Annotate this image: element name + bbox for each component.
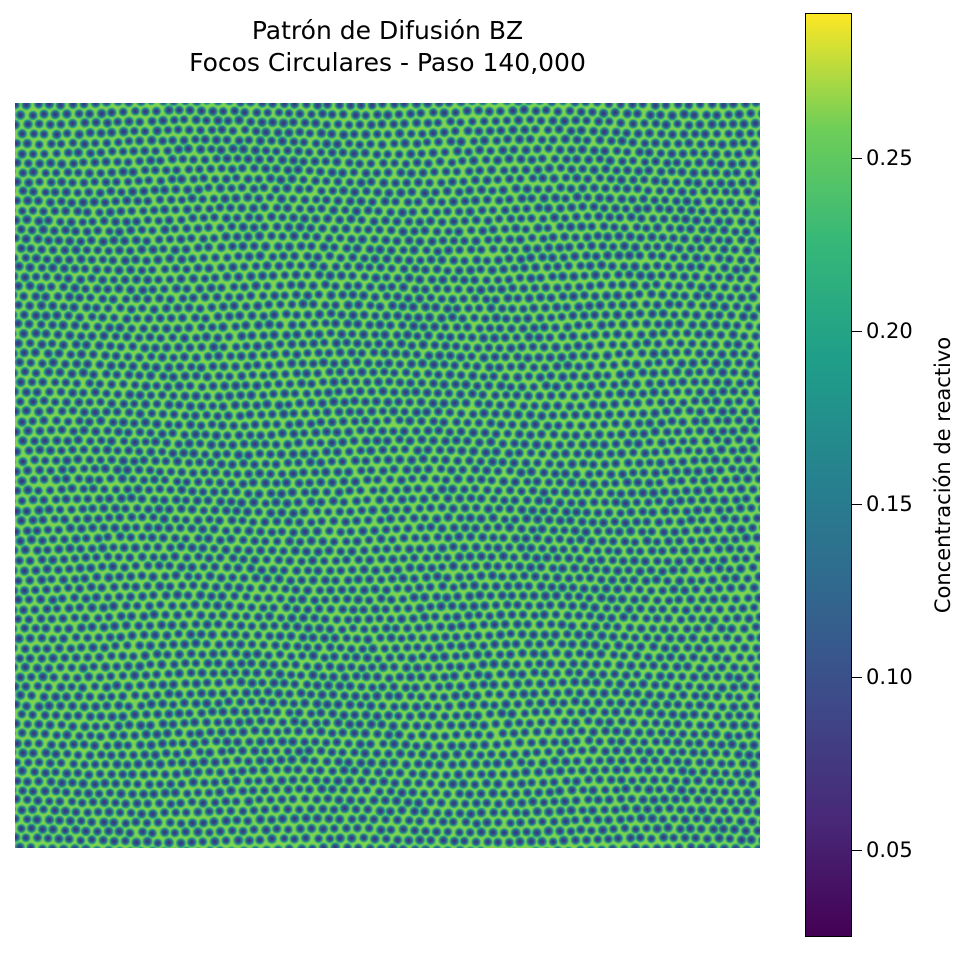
colorbar-tick xyxy=(852,850,862,852)
chart-subtitle: Focos Circulares - Paso 140,000 xyxy=(189,48,586,77)
colorbar-tick-label: 0.05 xyxy=(866,838,913,863)
colorbar-gradient xyxy=(806,14,851,936)
colorbar-tick-label: 0.10 xyxy=(866,665,913,690)
colorbar-tick-label: 0.15 xyxy=(866,492,913,517)
heatmap-image xyxy=(15,103,760,848)
colorbar-tick xyxy=(852,331,862,333)
colorbar-tick xyxy=(852,158,862,160)
colorbar-label: Concentración de reactivo xyxy=(931,336,955,614)
colorbar-tick xyxy=(852,677,862,679)
chart-title: Patrón de Difusión BZ xyxy=(251,16,524,45)
colorbar-tick-label: 0.25 xyxy=(866,146,913,171)
colorbar-tick-label: 0.20 xyxy=(866,319,913,344)
colorbar xyxy=(805,13,852,937)
colorbar-tick xyxy=(852,504,862,506)
